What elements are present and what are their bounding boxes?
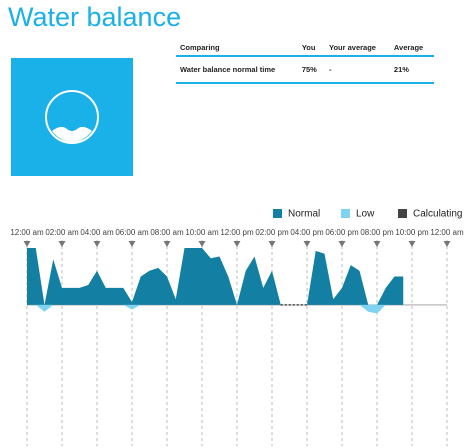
column-header: You bbox=[301, 43, 316, 52]
tick-marker bbox=[23, 241, 31, 247]
x-tick-label: 12:00 am bbox=[430, 228, 464, 237]
x-tick-label: 10:00 am bbox=[185, 228, 219, 237]
tick-marker bbox=[163, 241, 171, 247]
tick-marker bbox=[268, 241, 276, 247]
water-icon bbox=[11, 58, 133, 176]
area bbox=[123, 304, 141, 310]
table-cell: 21% bbox=[393, 65, 409, 74]
table-cell: Water balance normal time bbox=[180, 65, 276, 74]
tick-marker bbox=[408, 241, 416, 247]
legend-swatch bbox=[398, 209, 407, 218]
page-title: Water balance bbox=[8, 2, 182, 32]
tick-marker bbox=[198, 241, 206, 247]
tick-marker bbox=[233, 241, 241, 247]
table-cell: - bbox=[329, 65, 332, 74]
column-header: Your average bbox=[329, 43, 376, 52]
x-tick-label: 10:00 pm bbox=[395, 228, 429, 237]
comparison-table: Comparing You Your average Average Water… bbox=[176, 40, 434, 84]
x-tick-label: 12:00 am bbox=[10, 228, 44, 237]
tick-marker bbox=[303, 241, 311, 247]
area bbox=[307, 250, 404, 305]
legend-swatch bbox=[273, 209, 282, 218]
tick-marker bbox=[373, 241, 381, 247]
x-tick-label: 12:00 pm bbox=[220, 228, 254, 237]
x-tick-label: 04:00 am bbox=[80, 228, 114, 237]
x-tick-label: 06:00 am bbox=[115, 228, 149, 237]
area bbox=[359, 304, 386, 314]
area bbox=[27, 248, 281, 305]
x-tick-label: 06:00 pm bbox=[325, 228, 359, 237]
column-header: Comparing bbox=[180, 43, 220, 52]
tick-marker bbox=[443, 241, 451, 247]
table-cell: 75% bbox=[301, 65, 317, 74]
legend-swatch bbox=[341, 209, 350, 218]
x-tick-label: 04:00 pm bbox=[290, 228, 324, 237]
x-tick-label: 08:00 am bbox=[150, 228, 184, 237]
area bbox=[35, 304, 54, 312]
tick-marker bbox=[58, 241, 66, 247]
column-header: Average bbox=[393, 43, 424, 52]
x-tick-label: 02:00 pm bbox=[255, 228, 289, 237]
legend-label: Normal bbox=[288, 209, 320, 220]
x-tick-label: 02:00 am bbox=[45, 228, 79, 237]
x-tick-label: 08:00 pm bbox=[360, 228, 394, 237]
tick-marker bbox=[338, 241, 346, 247]
tick-marker bbox=[128, 241, 136, 247]
legend-label: Calculating bbox=[413, 209, 462, 220]
tick-marker bbox=[93, 241, 101, 247]
legend-label: Low bbox=[356, 209, 375, 220]
